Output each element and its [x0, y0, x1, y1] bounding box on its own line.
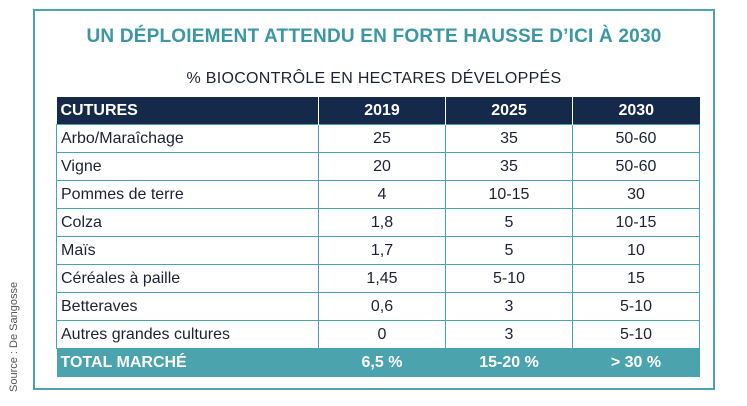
table-header: CUTURES 2019 2025 2030 — [56, 97, 700, 125]
total-2030: > 30 % — [572, 348, 700, 377]
value-2019: 1,8 — [318, 208, 446, 237]
crop-name: Arbo/Maraîchage — [56, 124, 319, 153]
value-2030: 50-60 — [572, 124, 700, 153]
crop-name: Autres grandes cultures — [56, 320, 319, 349]
value-2019: 1,7 — [318, 236, 446, 265]
header-2030: 2030 — [572, 97, 700, 125]
value-2025: 35 — [445, 152, 573, 181]
table-row: Vigne 20 35 50-60 — [56, 152, 700, 181]
value-2019: 0 — [318, 320, 446, 349]
value-2030: 15 — [572, 264, 700, 293]
value-2019: 25 — [318, 124, 446, 153]
value-2030: 10-15 — [572, 208, 700, 237]
value-2030: 30 — [572, 180, 700, 209]
table-total-row: TOTAL MARCHÉ 6,5 % 15-20 % > 30 % — [56, 348, 700, 377]
value-2025: 5 — [445, 236, 573, 265]
value-2030: 5-10 — [572, 320, 700, 349]
value-2025: 5 — [445, 208, 573, 237]
value-2019: 4 — [318, 180, 446, 209]
value-2025: 35 — [445, 124, 573, 153]
crop-name: Céréales à paille — [56, 264, 319, 293]
total-2025: 15-20 % — [445, 348, 573, 377]
value-2030: 50-60 — [572, 152, 700, 181]
crop-name: Maïs — [56, 236, 319, 265]
value-2025: 10-15 — [445, 180, 573, 209]
value-2025: 3 — [445, 320, 573, 349]
value-2019: 1,45 — [318, 264, 446, 293]
table-row: Pommes de terre 4 10-15 30 — [56, 180, 700, 209]
biocontrol-table: CUTURES 2019 2025 2030 Arbo/Maraîchage 2… — [56, 97, 700, 377]
table-row: Arbo/Maraîchage 25 35 50-60 — [56, 124, 700, 153]
table-row: Colza 1,8 5 10-15 — [56, 208, 700, 237]
table-row: Betteraves 0,6 3 5-10 — [56, 292, 700, 321]
value-2025: 3 — [445, 292, 573, 321]
total-2019: 6,5 % — [318, 348, 446, 377]
total-label: TOTAL MARCHÉ — [56, 348, 319, 377]
header-2025: 2025 — [445, 97, 573, 125]
crop-name: Colza — [56, 208, 319, 237]
infographic-title: UN DÉPLOIEMENT ATTENDU EN FORTE HAUSSE D… — [86, 26, 662, 47]
table-row: Autres grandes cultures 0 3 5-10 — [56, 320, 700, 349]
crop-name: Betteraves — [56, 292, 319, 321]
crop-name: Pommes de terre — [56, 180, 319, 209]
value-2019: 20 — [318, 152, 446, 181]
crop-name: Vigne — [56, 152, 319, 181]
value-2019: 0,6 — [318, 292, 446, 321]
value-2030: 10 — [572, 236, 700, 265]
header-crops: CUTURES — [56, 97, 319, 125]
value-2030: 5-10 — [572, 292, 700, 321]
value-2025: 5-10 — [445, 264, 573, 293]
header-2019: 2019 — [318, 97, 446, 125]
table-subtitle: % BIOCONTRÔLE EN HECTARES DÉVELOPPÉS — [186, 70, 562, 87]
table-row: Céréales à paille 1,45 5-10 15 — [56, 264, 700, 293]
table-row: Maïs 1,7 5 10 — [56, 236, 700, 265]
source-credit: Source : De Sangosse — [8, 281, 20, 392]
